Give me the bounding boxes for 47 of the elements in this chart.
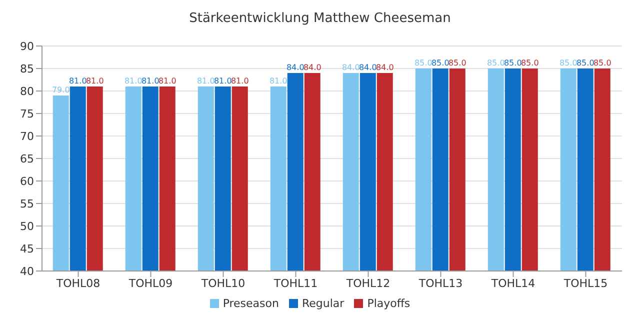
legend-label: Playoffs — [367, 297, 410, 310]
y-tick-label: 75 — [20, 107, 34, 120]
y-tick-label: 55 — [20, 197, 34, 210]
data-label: 85.0 — [559, 58, 578, 68]
data-label: 85.0 — [448, 58, 466, 68]
data-label: 81.0 — [158, 76, 176, 86]
y-tick-label: 85 — [20, 62, 34, 76]
data-label: 85.0 — [593, 58, 612, 68]
data-label: 84.0 — [286, 63, 304, 72]
data-label: 79.0 — [52, 86, 70, 94]
x-tick-label: TOHL10 — [200, 276, 246, 290]
y-tick-label: 65 — [20, 152, 34, 166]
x-tick-label: TOHL15 — [562, 276, 608, 290]
x-tick-label: TOHL08 — [55, 276, 100, 290]
data-label: 85.0 — [504, 58, 522, 68]
y-tick-label: 50 — [20, 220, 34, 233]
data-label: 85.0 — [414, 58, 432, 68]
y-tick-label: 80 — [20, 84, 34, 98]
data-label: 81.0 — [141, 76, 160, 86]
data-label: 85.0 — [576, 58, 594, 68]
x-tick-label: TOHL13 — [418, 276, 463, 290]
data-label: 84.0 — [342, 63, 360, 72]
x-tick-label: TOHL11 — [272, 276, 318, 290]
y-tick-label: 90 — [20, 40, 34, 53]
data-label: 81.0 — [68, 76, 87, 86]
legend-label: Preseason — [222, 297, 279, 310]
x-tick-label: TOHL09 — [128, 276, 173, 290]
y-tick-label: 60 — [20, 174, 34, 188]
data-label: 81.0 — [230, 76, 249, 86]
data-label: 81.0 — [269, 76, 288, 86]
data-label: 85.0 — [486, 58, 505, 68]
y-tick-label: 45 — [20, 242, 34, 256]
chart-title: Stärkeentwicklung Matthew Cheeseman — [188, 10, 452, 28]
data-label: 81.0 — [124, 76, 142, 86]
x-tick-label: TOHL14 — [490, 276, 536, 290]
x-tick-label: TOHL12 — [345, 276, 390, 290]
data-label: 81.0 — [214, 76, 232, 86]
data-label: 84.0 — [358, 63, 377, 72]
data-label: 85.0 — [520, 58, 539, 68]
data-label: 84.0 — [376, 63, 394, 72]
data-label: 85.0 — [431, 58, 450, 68]
y-tick-label: 70 — [20, 130, 34, 143]
data-label: 84.0 — [303, 63, 322, 72]
data-label: 81.0 — [86, 76, 104, 86]
data-label: 81.0 — [196, 76, 215, 86]
legend-label: Regular — [302, 297, 344, 310]
y-tick-label: 40 — [20, 264, 34, 278]
